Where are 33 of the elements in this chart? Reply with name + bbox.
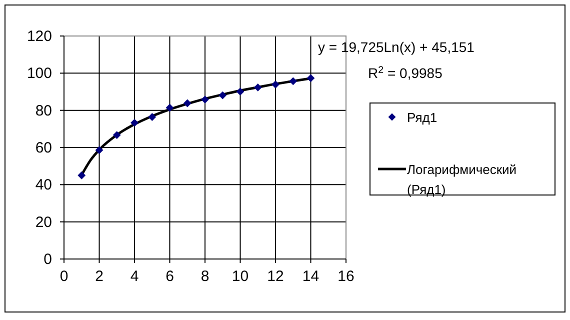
point xyxy=(236,88,244,96)
legend-label: Ряд1 xyxy=(407,110,438,125)
point xyxy=(95,146,104,154)
x-tick-label: 0 xyxy=(60,268,68,285)
point xyxy=(218,91,227,100)
x-tick-label: 6 xyxy=(166,268,174,285)
x-tick-label: 10 xyxy=(232,268,249,285)
y-tick-label: 120 xyxy=(26,28,52,45)
point xyxy=(112,131,121,140)
point xyxy=(254,84,262,92)
point xyxy=(289,77,298,86)
point xyxy=(183,99,192,108)
legend-label: Логарифмический (Ряд1) xyxy=(407,162,517,197)
y-tick-label: 60 xyxy=(35,140,52,156)
x-tick-label: 12 xyxy=(267,268,284,285)
y-tick-label: 20 xyxy=(35,214,52,231)
point xyxy=(78,171,86,180)
x-tick-label: 16 xyxy=(338,268,354,285)
annotation: y = 19,725Ln(x) + 45,151 xyxy=(318,39,475,55)
y-tick-label: 40 xyxy=(35,176,52,194)
text: R$^{2}$ = 0,9985 xyxy=(368,64,443,81)
y-tick-label: 0 xyxy=(44,251,52,268)
x-tick-label: 2 xyxy=(95,268,104,285)
point xyxy=(306,74,315,82)
x-tick-label: 14 xyxy=(302,268,320,285)
point xyxy=(201,96,209,104)
x-tick-label: 4 xyxy=(130,268,139,285)
y-tick-label: 80 xyxy=(35,102,52,120)
y-tick-label: 100 xyxy=(26,65,52,82)
x-tick-label: 8 xyxy=(200,268,210,285)
point xyxy=(166,104,174,112)
point xyxy=(130,118,138,127)
point xyxy=(148,113,156,121)
